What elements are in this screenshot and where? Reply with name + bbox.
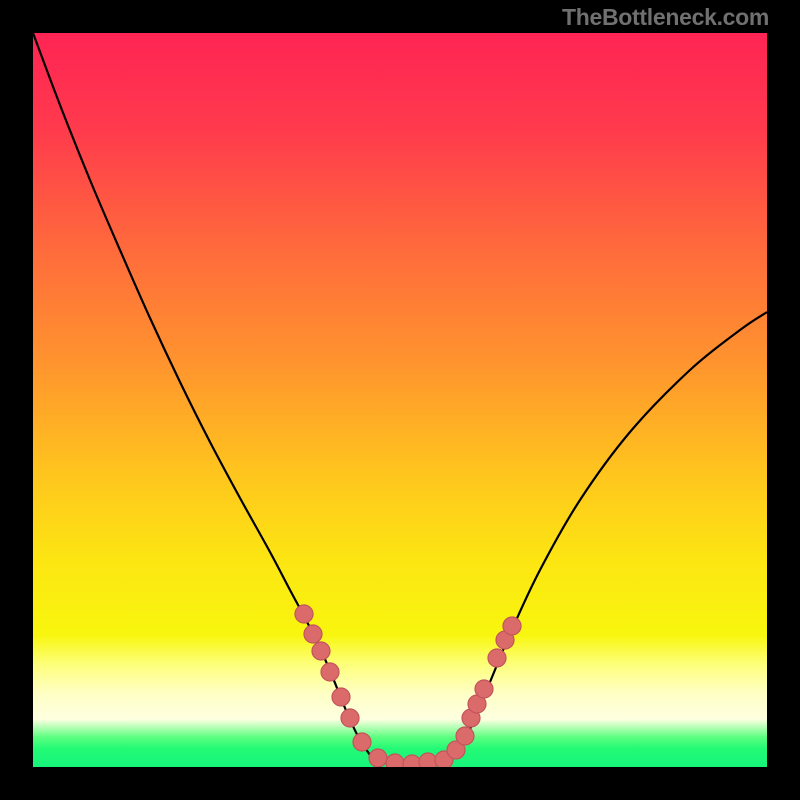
data-marker: [488, 649, 506, 667]
bottleneck-chart: [0, 0, 800, 800]
data-marker: [353, 733, 371, 751]
data-marker: [503, 617, 521, 635]
plot-border: [0, 0, 33, 800]
plot-border: [767, 0, 800, 800]
data-marker: [475, 680, 493, 698]
watermark-text: TheBottleneck.com: [562, 4, 769, 31]
data-marker: [312, 642, 330, 660]
data-marker: [321, 663, 339, 681]
data-marker: [369, 749, 387, 767]
data-marker: [304, 625, 322, 643]
data-marker: [295, 605, 313, 623]
data-marker: [341, 709, 359, 727]
data-marker: [332, 688, 350, 706]
data-marker: [456, 727, 474, 745]
plot-border: [0, 767, 800, 800]
gradient-background: [33, 33, 767, 767]
